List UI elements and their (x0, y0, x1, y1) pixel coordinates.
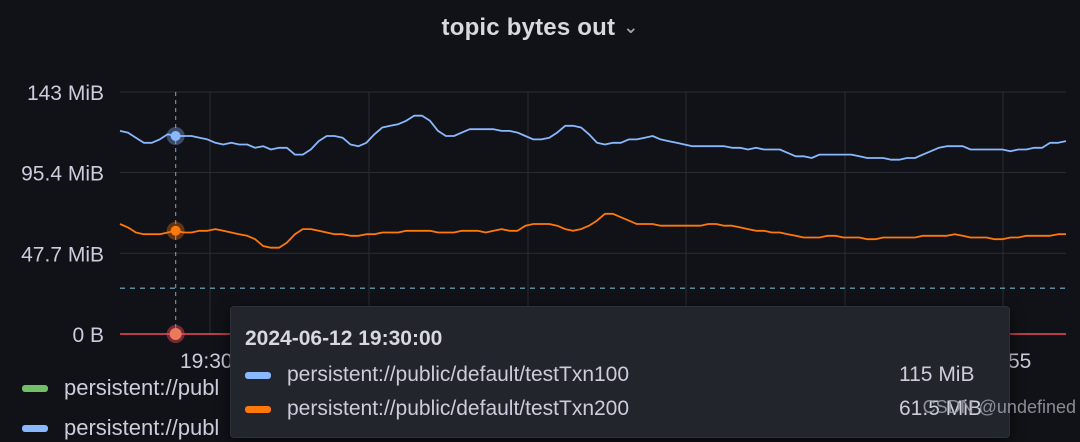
watermark: CSDN @undefined (922, 397, 1076, 417)
legend-item-2[interactable]: persistent://publ (22, 414, 219, 442)
tooltip-series-value: 61.5 MiB (899, 397, 982, 420)
hover-point (169, 328, 182, 340)
chart-plot[interactable]: 0 B 47.7 MiB 95.4 MiB 143 MiB 19:30 55 (0, 0, 1080, 426)
chevron-down-icon[interactable]: ⌄ (623, 17, 639, 37)
panel-title-text: topic bytes out (441, 14, 616, 41)
legend-item-1[interactable]: persistent://publ (22, 374, 219, 402)
x-tick-label: 55 (1008, 350, 1031, 373)
legend-label: persistent://publ (64, 375, 220, 400)
tooltip-row-2: persistent://public/default/testTxn200 6… (245, 394, 989, 424)
tooltip-timestamp: 2024-06-12 19:30:00 (245, 327, 443, 350)
y-tick-label: 0 B (72, 324, 104, 347)
tooltip-swatch-orange (245, 405, 271, 413)
hover-point (170, 131, 181, 141)
y-tick-label: 95.4 MiB (21, 163, 104, 186)
tooltip-series-name: persistent://public/default/testTxn200 (287, 397, 630, 420)
tooltip-series-value: 115 MiB (899, 363, 975, 386)
series-line-2 (119, 212, 1066, 249)
x-tick-label: 19:30 (180, 350, 233, 373)
y-tick-label: 47.7 MiB (21, 243, 104, 266)
y-tick-label: 143 MiB (27, 82, 104, 105)
hover-point (170, 225, 181, 236)
tooltip-row-1: persistent://public/default/testTxn100 1… (245, 360, 989, 390)
tooltip-swatch-blue (245, 371, 271, 379)
tooltip-series-name: persistent://public/default/testTxn100 (287, 363, 630, 386)
series-line-1 (119, 114, 1067, 161)
hover-tooltip: 2024-06-12 19:30:00 persistent://public/… (230, 306, 1010, 438)
legend-swatch-green (22, 384, 48, 392)
panel-title[interactable]: topic bytes out ⌄ (0, 14, 1080, 42)
legend-label: persistent://publ (64, 415, 220, 440)
